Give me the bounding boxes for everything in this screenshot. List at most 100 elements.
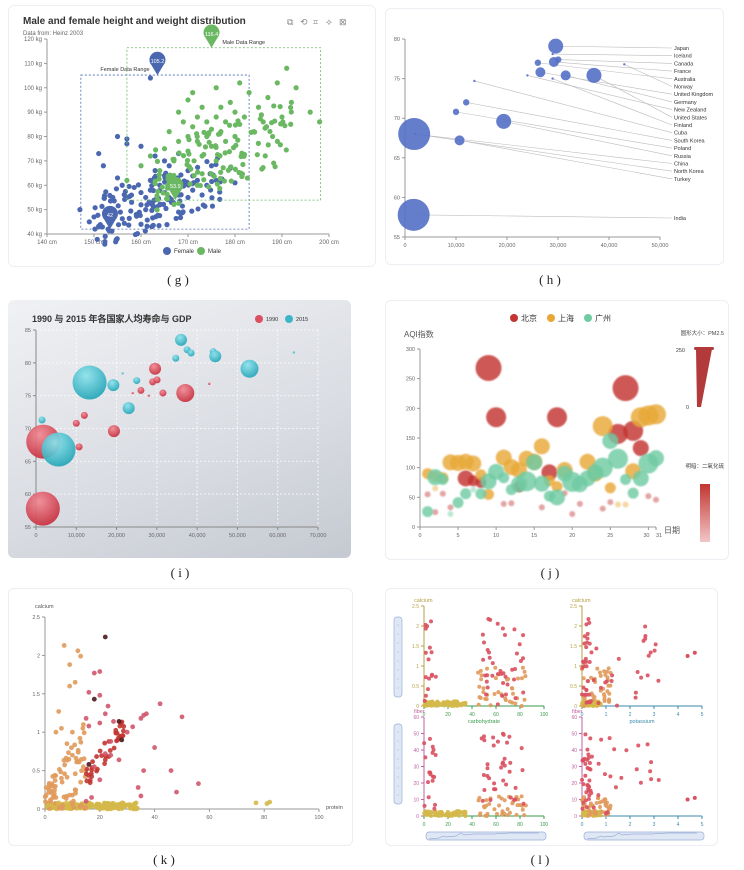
data-point [487,655,492,660]
data-point [585,631,590,636]
data-point-female [156,223,162,229]
data-point-male [288,121,294,127]
country-label: Norway [674,85,693,91]
data-point [507,699,512,704]
country-label: France [674,69,691,75]
data-point [587,761,592,766]
legend-1990-label[interactable]: 1990 [266,317,278,323]
bubble-广州 [632,470,649,487]
data-point-female [178,192,184,198]
legend-1-icon[interactable] [547,314,555,322]
legend-male-label[interactable]: Male [208,249,222,255]
slider-x-right[interactable] [583,831,705,841]
data-point [97,777,103,783]
legend-2-icon[interactable] [584,314,592,322]
bubble [623,63,626,66]
data-point-female [102,233,108,239]
bubble-北京 [612,375,639,402]
data-point-female [100,163,106,169]
x-axis-title: 日期 [664,526,680,535]
data-point [53,795,59,800]
data-point [477,695,482,700]
data-point [602,797,607,802]
data-point [430,778,435,783]
data-point [502,798,507,803]
y-tick-label: 1 [574,664,577,670]
legend-0-icon[interactable] [510,314,518,322]
data-point [514,812,519,817]
x-tick-label: 20 [445,822,451,828]
polygon-select-icon[interactable]: ⟡ [326,17,332,27]
data-point-male [265,142,271,148]
x-tick-label: 80 [261,815,267,821]
data-point [581,782,586,787]
bubble-北京 [645,493,652,500]
legend-2015-icon[interactable] [285,315,293,323]
bubble [551,77,554,80]
data-point [495,672,500,677]
label-leader-line [466,102,673,141]
visual-map-size-top-handle[interactable] [694,347,714,350]
data-point-male [246,90,252,96]
bubble-北京 [576,500,583,507]
legend-2015-label[interactable]: 2015 [296,317,308,323]
slider-y-top[interactable] [393,616,403,698]
y-tick-label: 60 [25,492,31,498]
data-point [67,792,73,798]
data-point [517,802,522,807]
slider-y-bottom[interactable] [393,723,403,805]
data-point-male [244,175,250,181]
data-point [594,801,599,806]
data-point [102,711,108,717]
data-point [502,756,507,761]
data-point [485,648,490,653]
bubble [454,135,465,146]
data-point [634,767,639,772]
legend-0-label[interactable]: 北京 [521,313,537,323]
data-zoom-icon[interactable]: ⧉ [287,17,294,27]
data-point-female [155,212,161,218]
data-point [102,634,108,640]
bubble-上海 [465,455,482,472]
legend-2-label[interactable]: 广州 [595,313,611,323]
bubble [496,113,512,129]
legend-female-label[interactable]: Female [174,249,195,255]
rect-select-icon[interactable]: ⌗ [313,17,318,27]
x-tick-label: 40 [469,822,475,828]
data-point-male [199,104,205,110]
data-point [174,789,179,795]
data-point-female [101,195,107,201]
legend-1990-icon[interactable] [255,315,263,323]
slider-x-left[interactable] [425,831,547,841]
data-point-male [277,142,283,148]
data-point [633,690,638,695]
legend-male-icon[interactable] [197,247,205,255]
data-point-female [117,209,123,215]
data-point [595,666,600,671]
visual-map-size-handle[interactable] [696,349,712,407]
data-point-female [114,133,121,140]
data-point [445,699,450,704]
data-point [422,741,427,746]
legend-1-label[interactable]: 上海 [558,313,574,323]
y-axis-title: fiber [572,709,583,715]
data-point [111,745,117,751]
data-point [597,670,602,675]
bubble [414,132,417,136]
data-point-male [205,131,211,137]
data-point [495,739,500,744]
data-point-female [109,228,115,234]
label-leader-line [459,140,673,180]
legend-female-icon[interactable] [163,247,171,255]
data-point [445,809,450,814]
visual-map-color-bar[interactable] [700,484,710,542]
y-tick-label: 1.5 [570,644,577,650]
y-tick-label: 50 [571,732,577,738]
clear-select-icon[interactable]: ⊠ [339,17,347,27]
country-label: Finland [674,123,692,129]
data-zoom-reset-icon[interactable]: ⟲ [300,17,308,27]
data-point-female [136,209,142,215]
bubble-广州 [607,448,628,469]
x-tick-label: 160 cm [131,240,151,246]
data-point-female [126,215,132,221]
